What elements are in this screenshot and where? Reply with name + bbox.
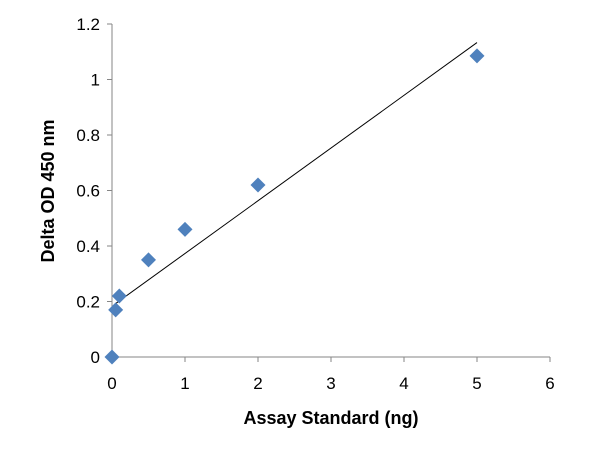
data-point-diamond <box>111 288 127 304</box>
x-axis-title: Assay Standard (ng) <box>243 408 418 428</box>
y-tick-label: 0.8 <box>76 126 100 145</box>
x-tick-label: 4 <box>399 374 408 393</box>
x-tick-label: 6 <box>545 374 554 393</box>
x-tick-label: 5 <box>472 374 481 393</box>
y-tick-label: 1.2 <box>76 15 100 34</box>
y-tick-label: 0 <box>91 348 100 367</box>
y-tick-label: 1 <box>91 71 100 90</box>
tick-labels: 0 1 2 3 4 5 6 0 0.2 0.4 0.6 0.8 1 1.2 <box>76 15 554 393</box>
y-axis-title: Delta OD 450 nm <box>38 119 58 262</box>
x-tick-label: 1 <box>180 374 189 393</box>
data-point-diamond <box>141 252 156 268</box>
x-tick-label: 2 <box>253 374 262 393</box>
data-point-diamond <box>469 48 485 64</box>
trendline-layer <box>115 42 478 304</box>
data-points <box>104 48 485 365</box>
linear-trendline <box>115 42 478 304</box>
x-tick-label: 0 <box>107 374 116 393</box>
data-point-diamond <box>177 221 193 237</box>
axes <box>107 23 551 362</box>
data-point-diamond <box>250 177 266 193</box>
y-tick-label: 0.6 <box>76 182 100 201</box>
y-tick-label: 0.2 <box>76 293 100 312</box>
data-point-diamond <box>104 349 120 365</box>
x-tick-label: 3 <box>326 374 335 393</box>
data-point-diamond <box>108 302 124 318</box>
y-tick-label: 0.4 <box>76 237 100 256</box>
